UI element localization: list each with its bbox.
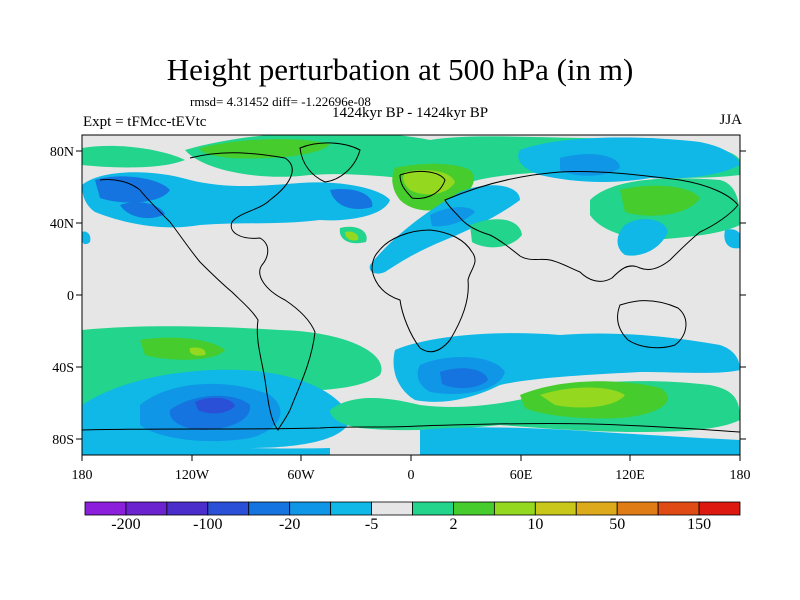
lat-label: 40N [50, 217, 74, 232]
lat-label: 0 [67, 289, 74, 304]
colorbar-swatch [289, 501, 332, 516]
colorbar-swatch [493, 501, 536, 516]
colorbar-swatch [84, 501, 127, 516]
lat-ticks [76, 150, 746, 440]
colorbar-swatch [125, 501, 168, 516]
lon-label: 120E [615, 468, 645, 483]
colorbar-swatch [575, 501, 618, 516]
lon-label: 180 [730, 468, 751, 483]
colorbar-label: -5 [364, 516, 379, 533]
colorbar-swatch [453, 501, 495, 516]
colorbar-swatch [534, 501, 577, 516]
colorbar-swatch [616, 501, 659, 516]
colorbar-label: -200 [111, 516, 141, 533]
period-label: 1424kyr BP - 1424kyr BP [331, 105, 489, 121]
colorbar-label: 10 [527, 516, 544, 533]
colorbar-swatch [330, 501, 372, 516]
colorbar-swatch [657, 501, 700, 516]
lon-label: 180 [72, 468, 93, 483]
colorbar-swatch [248, 501, 291, 516]
lon-label: 0 [408, 468, 415, 483]
colorbar-swatch [698, 501, 741, 516]
colorbar-label: 150 [687, 516, 712, 533]
experiment-label: Expt = tFMcc-tEVtc [83, 114, 207, 130]
plot-title: Height perturbation at 500 hPa (in m) [166, 52, 634, 87]
coastlines [82, 142, 740, 433]
colorbar-label: 2 [449, 516, 458, 533]
colorbar-label: -20 [279, 516, 301, 533]
lon-ticks [81, 455, 741, 461]
rmsd-stats: rmsd= 4.31452 diff= -1.22696e-08 [190, 94, 371, 109]
colorbar-label: -100 [193, 516, 223, 533]
contour-fields [82, 135, 740, 455]
colorbar-swatch [412, 501, 454, 516]
lon-label: 120W [175, 468, 210, 483]
colorbar-swatch [166, 501, 209, 516]
lat-label: 80N [50, 145, 74, 160]
lat-label: 40S [52, 361, 74, 376]
colorbar [84, 501, 741, 516]
colorbar-swatch [207, 501, 250, 516]
colorbar-label: 50 [609, 516, 626, 533]
lon-label: 60E [510, 468, 533, 483]
lon-label: 60W [287, 468, 315, 483]
season-label: JJA [719, 112, 742, 128]
colorbar-swatch [371, 501, 413, 516]
lat-label: 80S [52, 433, 74, 448]
